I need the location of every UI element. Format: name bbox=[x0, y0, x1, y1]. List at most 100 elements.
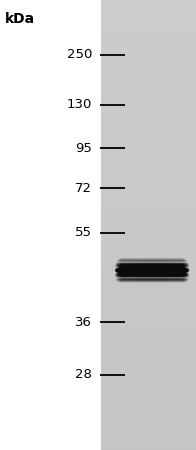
Bar bbox=[101, 423, 196, 428]
Bar bbox=[101, 63, 196, 68]
Bar bbox=[101, 76, 196, 81]
Bar bbox=[101, 90, 196, 94]
Text: 36: 36 bbox=[75, 315, 92, 328]
Bar bbox=[101, 225, 196, 230]
Text: 72: 72 bbox=[75, 181, 92, 194]
Bar bbox=[101, 252, 196, 256]
Bar bbox=[101, 99, 196, 104]
Bar bbox=[101, 270, 196, 274]
Bar bbox=[101, 351, 196, 356]
Text: 95: 95 bbox=[75, 141, 92, 154]
Bar bbox=[101, 135, 196, 140]
Bar bbox=[101, 0, 196, 4]
Bar bbox=[101, 158, 196, 162]
Bar bbox=[101, 441, 196, 446]
Bar bbox=[101, 72, 196, 76]
Bar bbox=[101, 117, 196, 122]
Bar bbox=[101, 153, 196, 157]
Bar bbox=[101, 274, 196, 279]
Bar bbox=[101, 40, 196, 45]
Text: 250: 250 bbox=[67, 49, 92, 62]
Bar bbox=[101, 378, 196, 382]
Bar bbox=[101, 333, 196, 338]
Bar bbox=[101, 356, 196, 360]
Bar bbox=[101, 14, 196, 18]
Bar bbox=[101, 400, 196, 405]
Bar bbox=[101, 243, 196, 248]
Bar bbox=[101, 68, 196, 72]
Text: 28: 28 bbox=[75, 369, 92, 382]
Bar bbox=[101, 446, 196, 450]
Bar bbox=[101, 364, 196, 369]
Bar bbox=[101, 86, 196, 90]
Bar bbox=[101, 94, 196, 99]
Bar bbox=[101, 238, 196, 243]
Bar bbox=[101, 405, 196, 410]
Bar bbox=[101, 0, 196, 450]
Bar bbox=[101, 126, 196, 130]
Bar bbox=[101, 410, 196, 414]
Bar bbox=[101, 45, 196, 50]
Bar bbox=[101, 189, 196, 194]
Bar bbox=[101, 382, 196, 387]
Bar bbox=[101, 310, 196, 315]
Bar bbox=[101, 392, 196, 396]
Bar bbox=[101, 306, 196, 310]
Bar bbox=[101, 144, 196, 148]
Bar bbox=[101, 54, 196, 58]
Bar bbox=[101, 279, 196, 284]
Bar bbox=[101, 108, 196, 112]
Bar bbox=[101, 436, 196, 441]
Bar bbox=[101, 387, 196, 392]
Bar bbox=[101, 184, 196, 189]
Bar bbox=[101, 81, 196, 86]
Bar bbox=[101, 22, 196, 27]
Text: 55: 55 bbox=[75, 226, 92, 239]
Bar bbox=[101, 202, 196, 207]
Bar bbox=[101, 315, 196, 320]
Bar bbox=[101, 207, 196, 211]
Bar bbox=[101, 342, 196, 346]
Text: 130: 130 bbox=[67, 99, 92, 112]
Bar bbox=[101, 324, 196, 328]
Bar bbox=[101, 171, 196, 176]
Bar bbox=[101, 230, 196, 234]
Bar bbox=[101, 4, 196, 9]
Bar bbox=[101, 194, 196, 198]
Bar bbox=[101, 104, 196, 108]
Bar bbox=[101, 216, 196, 220]
Bar bbox=[101, 180, 196, 184]
Bar bbox=[101, 140, 196, 144]
Bar bbox=[101, 18, 196, 22]
Bar bbox=[101, 162, 196, 166]
Bar bbox=[101, 414, 196, 418]
Bar bbox=[101, 396, 196, 400]
Bar bbox=[101, 36, 196, 40]
Bar bbox=[101, 248, 196, 252]
Bar bbox=[101, 122, 196, 126]
Bar bbox=[101, 328, 196, 333]
Bar bbox=[101, 148, 196, 153]
Text: kDa: kDa bbox=[5, 12, 35, 26]
Bar bbox=[101, 320, 196, 324]
Bar bbox=[101, 50, 196, 54]
Bar bbox=[101, 234, 196, 238]
Bar bbox=[101, 27, 196, 32]
Bar bbox=[101, 292, 196, 297]
Bar bbox=[101, 369, 196, 374]
Bar bbox=[101, 58, 196, 63]
Bar bbox=[101, 198, 196, 202]
Bar bbox=[101, 346, 196, 351]
Bar bbox=[101, 297, 196, 302]
Bar bbox=[101, 266, 196, 270]
Bar bbox=[101, 112, 196, 117]
Bar bbox=[101, 130, 196, 135]
Bar bbox=[101, 256, 196, 261]
Bar bbox=[101, 212, 196, 216]
Bar bbox=[101, 9, 196, 14]
Bar bbox=[101, 176, 196, 180]
Bar bbox=[101, 220, 196, 225]
Bar bbox=[101, 166, 196, 171]
Bar bbox=[101, 338, 196, 342]
Bar bbox=[101, 432, 196, 436]
